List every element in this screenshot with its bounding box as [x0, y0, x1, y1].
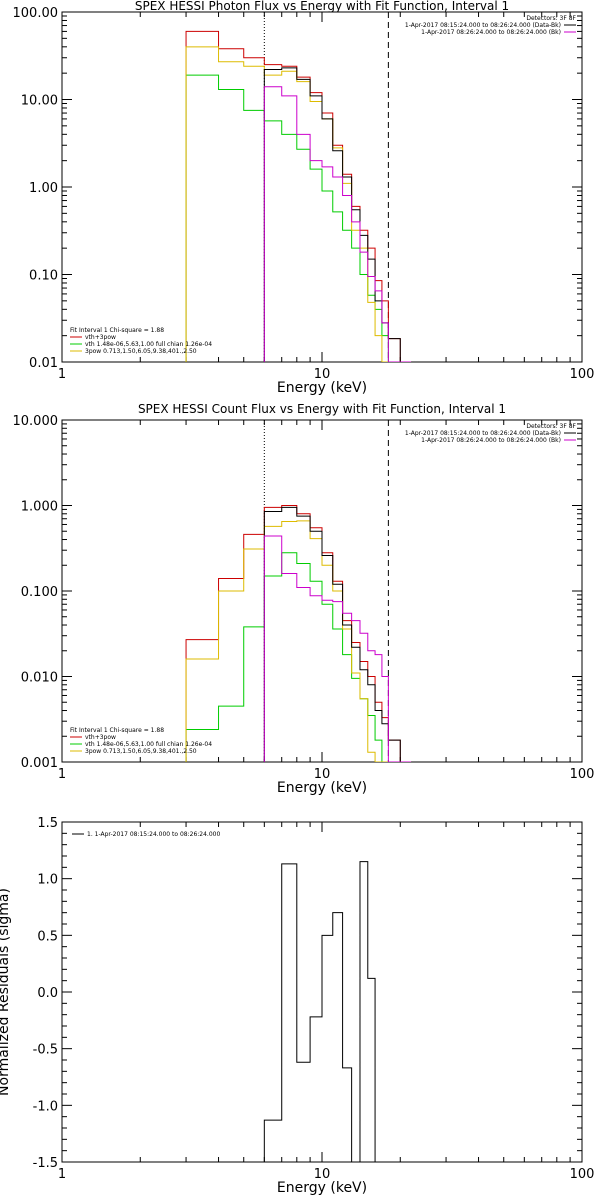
y-tick-label: 100.00	[13, 6, 59, 21]
y-tick-label: 0.0	[37, 986, 58, 1001]
x-axis-label: Energy (keV)	[277, 780, 367, 796]
chart-panel-2: SPEX HESSI Count Flux vs Energy with Fit…	[13, 402, 595, 796]
series-line-5	[263, 535, 412, 762]
series-line-2	[185, 74, 412, 362]
legend: Fit Interval 1 Chi-square = 1.88vth+3pow…	[70, 727, 212, 755]
legend-label: vth 1.48e-06,5.63,1.00 full chian 1.26e-…	[85, 341, 212, 348]
series-line-1	[185, 505, 412, 762]
series-line-4	[263, 67, 412, 362]
x-axis: 1 10 100 Energy (keV)	[58, 12, 595, 396]
legend-label: vth 1.48e-06,5.63,1.00 full chian 1.26e-…	[85, 741, 212, 748]
x-tick-label: 100	[570, 367, 595, 382]
x-tick-label: 100	[570, 1167, 595, 1182]
legend-header: Detectors: 3F 8F	[526, 423, 576, 430]
y-tick-label: 10.00	[21, 94, 58, 109]
legend-label: 1-Apr-2017 08:26:24.000 to 08:26:24.000 …	[421, 437, 561, 444]
legend: Detectors: 3F 8F1-Apr-2017 08:15:24.000 …	[405, 423, 577, 444]
y-tick-label: 1.00	[29, 181, 58, 196]
chart-title: SPEX HESSI Count Flux vs Energy with Fit…	[138, 402, 506, 416]
y-tick-label: -0.5	[33, 1043, 58, 1058]
legend-label: 1. 1-Apr-2017 08:15:24.000 to 08:26:24.0…	[87, 831, 220, 838]
y-tick-label: 1.5	[37, 816, 58, 831]
y-tick-label: -1.5	[33, 1156, 58, 1171]
legend-label: 3pow 0.713,1.50,6.05,9.38,401.,2.50	[85, 348, 197, 355]
y-axis: 0.001 0.010 0.100 1.000 10.000	[13, 414, 582, 771]
series-line-5	[263, 86, 412, 362]
y-tick-label: -1.0	[33, 1099, 58, 1114]
y-tick-label: 0.001	[21, 756, 58, 771]
legend-header: Fit Interval 1 Chi-square = 1.88	[70, 327, 164, 334]
x-tick-label: 1	[58, 367, 66, 382]
y-tick-label: 0.010	[21, 671, 58, 686]
series-line-4	[263, 506, 412, 762]
x-tick-label: 10	[314, 367, 331, 382]
series-group	[185, 505, 412, 762]
chart-title: SPEX HESSI Photon Flux vs Energy with Fi…	[135, 0, 509, 13]
legend-label: 1-Apr-2017 08:15:24.000 to 08:26:24.000 …	[405, 22, 561, 29]
y-tick-label: 0.01	[29, 356, 58, 371]
legend-label: 3pow 0.713,1.50,6.05,9.38,401.,2.50	[85, 748, 197, 755]
x-tick-label: 1	[58, 767, 66, 782]
series-group	[185, 30, 412, 362]
series-line-3	[185, 520, 412, 762]
series-line-2	[185, 552, 412, 762]
y-tick-label: 0.100	[21, 585, 58, 600]
legend: 1. 1-Apr-2017 08:15:24.000 to 08:26:24.0…	[72, 831, 220, 838]
y-axis: 0.01 0.10 1.00 10.00 100.00	[13, 6, 582, 371]
x-axis: 1 10 100 Energy (keV)	[58, 822, 595, 1196]
y-tick-label: 10.000	[13, 414, 59, 429]
legend-label: 1-Apr-2017 08:26:24.000 to 08:26:24.000 …	[421, 29, 561, 36]
x-tick-label: 1	[58, 1167, 66, 1182]
y-tick-label: 0.5	[37, 929, 58, 944]
series-group	[263, 861, 389, 1162]
y-tick-label: 1.0	[37, 873, 58, 888]
legend: Detectors: 3F 8F1-Apr-2017 08:15:24.000 …	[405, 15, 577, 36]
x-axis-label: Energy (keV)	[277, 1180, 367, 1196]
x-tick-label: 10	[314, 1167, 331, 1182]
legend-header: Detectors: 3F 8F	[526, 15, 576, 22]
x-tick-label: 100	[570, 767, 595, 782]
x-axis-label: Energy (keV)	[277, 380, 367, 396]
legend-header: Fit Interval 1 Chi-square = 1.88	[70, 727, 164, 734]
y-axis-label: Normalized Residuals (sigma)	[0, 888, 12, 1096]
y-tick-label: 1.000	[21, 500, 58, 515]
x-tick-label: 10	[314, 767, 331, 782]
legend-label: vth+3pow	[85, 334, 116, 341]
legend: Fit Interval 1 Chi-square = 1.88vth+3pow…	[70, 327, 212, 355]
chart-panel-1: SPEX HESSI Photon Flux vs Energy with Fi…	[13, 0, 595, 396]
y-axis: -1.5 -1.0 -0.5 0.0 0.5 1.0 1.5 Normalized Resid…	[0, 816, 582, 1171]
x-axis: 1 10 100 Energy (keV)	[58, 420, 595, 796]
legend-label: vth+3pow	[85, 734, 116, 741]
series-line-1	[263, 861, 389, 1162]
legend-label: 1-Apr-2017 08:15:24.000 to 08:26:24.000 …	[405, 430, 561, 437]
series-line-3	[185, 46, 412, 362]
y-tick-label: 0.10	[29, 269, 58, 284]
